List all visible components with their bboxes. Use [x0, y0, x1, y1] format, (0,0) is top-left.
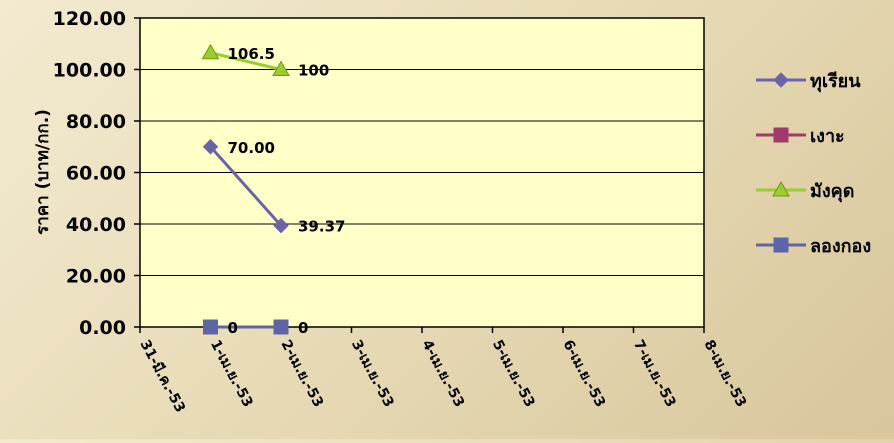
- series-3-data-label: 0: [298, 319, 308, 337]
- legend-label: ลองกอง: [810, 236, 871, 257]
- x-tick-label: 3-เม.ย.-53: [348, 337, 397, 410]
- legend-marker: [773, 237, 789, 253]
- legend-label: มังคุด: [810, 181, 854, 203]
- series-3-data-label: 0: [228, 319, 238, 337]
- x-tick-label: 6-เม.ย.-53: [559, 337, 608, 410]
- series-0-line: [209, 145, 283, 227]
- series-2-data-label: 100: [298, 62, 329, 80]
- y-tick-label: 80.00: [66, 111, 126, 133]
- series-2-data-label: 106.5: [228, 45, 275, 63]
- y-axis-title: ราคา (บาท/กก.): [33, 109, 53, 235]
- y-tick-label: 100.00: [53, 60, 126, 82]
- series-3-point: [273, 319, 289, 335]
- data-labels: 70.00 39.37 106.5 100 0 0: [228, 45, 346, 337]
- legend-label: เงาะ: [810, 126, 845, 147]
- y-tick-label: 40.00: [66, 214, 126, 236]
- legend-marker: [773, 127, 789, 143]
- series-lines: [201, 43, 290, 335]
- series-2-point: [201, 43, 220, 60]
- series-0-data-label: 39.37: [298, 218, 345, 236]
- x-tick-label: 1-เม.ย.-53: [207, 337, 256, 410]
- x-tick-label: 31-มี.ค.-53: [136, 337, 188, 415]
- series-2-line: [210, 51, 282, 71]
- legend-marker: [773, 72, 789, 88]
- series-2-point: [272, 60, 290, 76]
- series-3-point: [203, 319, 218, 335]
- legend-label: ทุเรียน: [810, 71, 861, 93]
- series-0-point: [202, 139, 219, 155]
- x-tick-label: 4-เม.ย.-53: [418, 337, 467, 410]
- series-0-data-label: 70.00: [228, 139, 275, 157]
- y-tick-label: 0.00: [79, 317, 126, 339]
- y-tick-label: 120.00: [53, 8, 126, 30]
- x-tick-label: 5-เม.ย.-53: [489, 337, 538, 410]
- legend-marker: [772, 180, 790, 197]
- y-tick-label: 60.00: [66, 163, 126, 185]
- x-tick-label: 7-เม.ย.-53: [630, 337, 679, 410]
- x-tick-label: 8-เม.ย.-53: [700, 337, 749, 410]
- y-tick-label: 20.00: [66, 266, 126, 288]
- series-0-point: [273, 217, 289, 234]
- x-tick-label: 2-เม.ย.-53: [277, 337, 326, 410]
